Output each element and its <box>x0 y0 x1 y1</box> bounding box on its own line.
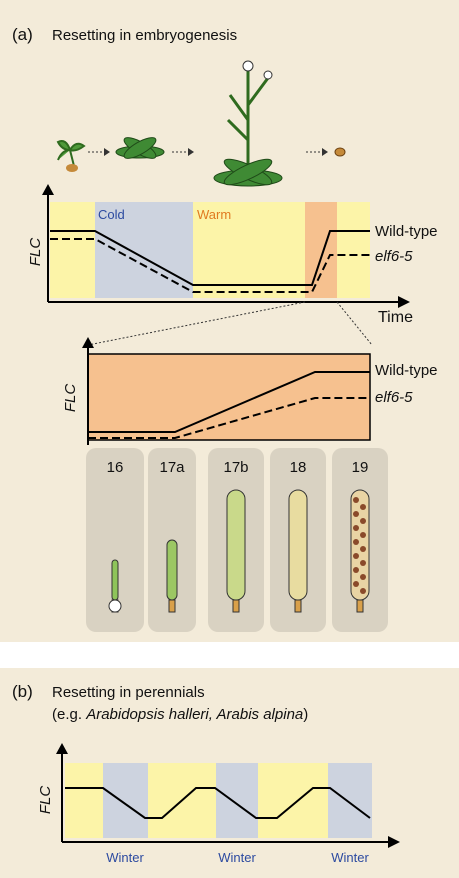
subtitle-species: Arabidopsis halleri, Arabis alpina <box>85 706 303 723</box>
pedicel <box>295 600 301 612</box>
stage-label: 18 <box>290 459 307 476</box>
seed <box>353 497 359 503</box>
seed <box>353 525 359 531</box>
silique <box>289 490 307 600</box>
y-axis-label: FLC <box>62 384 79 413</box>
subtitle-text: (e.g. <box>52 706 86 723</box>
y-axis-label: FLC <box>37 786 54 815</box>
cold-label: Cold <box>98 207 125 222</box>
legend-label: elf6-5 <box>375 248 413 265</box>
panel-label: (b) <box>12 682 33 701</box>
seed <box>353 553 359 559</box>
x-axis-label: Time <box>378 309 413 326</box>
silique <box>167 540 177 600</box>
flower <box>109 600 121 612</box>
stage-label: 17b <box>223 459 248 476</box>
winter-label: Winter <box>106 850 144 865</box>
winter-label: Winter <box>218 850 256 865</box>
seed <box>353 539 359 545</box>
pedicel <box>169 600 175 612</box>
seed <box>360 588 366 594</box>
legend-label: Wild-type <box>375 223 438 240</box>
seed <box>360 560 366 566</box>
legend-label: elf6-5 <box>375 389 413 406</box>
pedicel <box>357 600 363 612</box>
pedicel <box>233 600 239 612</box>
stage-label: 16 <box>107 459 124 476</box>
panel-subtitle: (e.g. Arabidopsis halleri, Arabis alpina… <box>52 706 308 723</box>
silique <box>227 490 245 600</box>
legend-label: Wild-type <box>375 362 438 379</box>
stages: 16 17a 17b 18 19 <box>86 448 388 632</box>
panel-title: Resetting in embryogenesis <box>52 27 237 44</box>
seed <box>360 532 366 538</box>
panel-label: (a) <box>12 25 33 44</box>
warm-label: Warm <box>197 207 231 222</box>
seed <box>353 511 359 517</box>
subtitle-text: ) <box>303 706 308 723</box>
stage-label: 17a <box>159 459 185 476</box>
y-axis-label: FLC <box>27 238 44 267</box>
figure: (a) Resetting in embryogenesis FLC Cold … <box>0 0 459 878</box>
seed <box>353 567 359 573</box>
stage-label: 19 <box>352 459 369 476</box>
seed <box>360 518 366 524</box>
panel-title: Resetting in perennials <box>52 684 205 701</box>
seed <box>360 574 366 580</box>
winter-label: Winter <box>331 850 369 865</box>
silique <box>112 560 118 600</box>
seed <box>353 581 359 587</box>
seed <box>360 504 366 510</box>
seed <box>360 546 366 552</box>
